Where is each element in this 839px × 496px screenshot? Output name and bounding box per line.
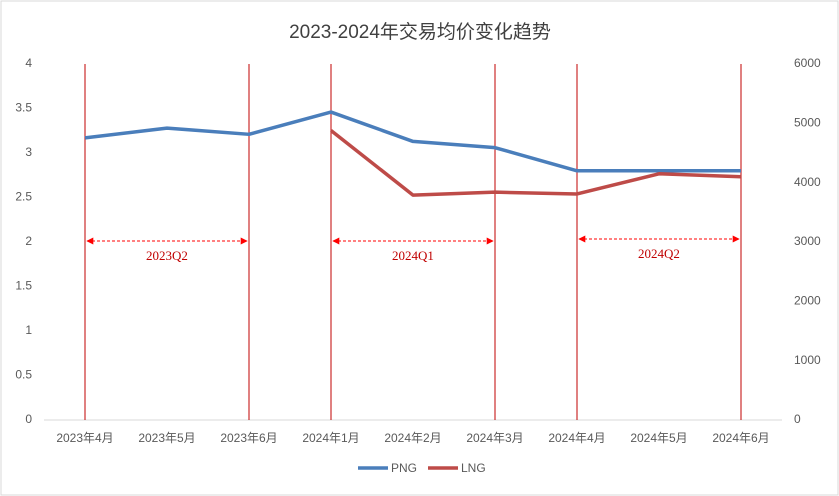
y-tick-label: 0.5	[15, 368, 32, 382]
y2-tick-label: 5000	[794, 116, 821, 130]
y-tick-label: 3.5	[15, 101, 32, 115]
x-tick-label: 2024年1月	[302, 431, 359, 445]
annotation: 2024Q1	[392, 248, 434, 263]
x-tick-label: 2024年6月	[712, 431, 769, 445]
x-tick-label: 2023年5月	[138, 431, 195, 445]
y2-tick-label: 2000	[794, 294, 821, 308]
x-tick-label: 2024年5月	[630, 431, 687, 445]
annotation: 2024Q2	[638, 246, 680, 261]
y-tick-label: 1	[25, 323, 32, 337]
y-tick-label: 4	[25, 56, 32, 70]
x-tick-label: 2024年3月	[466, 431, 523, 445]
x-tick-label: 2024年4月	[548, 431, 605, 445]
chart-title: 2023-2024年交易均价变化趋势	[289, 21, 551, 43]
y-tick-label: 3	[25, 145, 32, 159]
x-tick-label: 2023年6月	[220, 431, 277, 445]
y2-tick-label: 1000	[794, 353, 821, 367]
series-line	[84, 110, 741, 173]
series-line	[329, 129, 742, 197]
y2-tick-label: 4000	[794, 175, 821, 189]
legend-label: LNG	[461, 461, 486, 475]
y2-tick-label: 0	[794, 412, 801, 426]
x-tick-label: 2024年2月	[384, 431, 441, 445]
y-tick-label: 0	[25, 412, 32, 426]
y-tick-label: 1.5	[15, 279, 32, 293]
y2-tick-label: 6000	[794, 56, 821, 70]
y-tick-label: 2	[25, 234, 32, 248]
legend-label: PNG	[391, 461, 417, 475]
annotation: 2023Q2	[146, 248, 188, 263]
y-tick-label: 2.5	[15, 190, 32, 204]
y2-tick-label: 3000	[794, 234, 821, 248]
x-tick-label: 2023年4月	[56, 431, 113, 445]
